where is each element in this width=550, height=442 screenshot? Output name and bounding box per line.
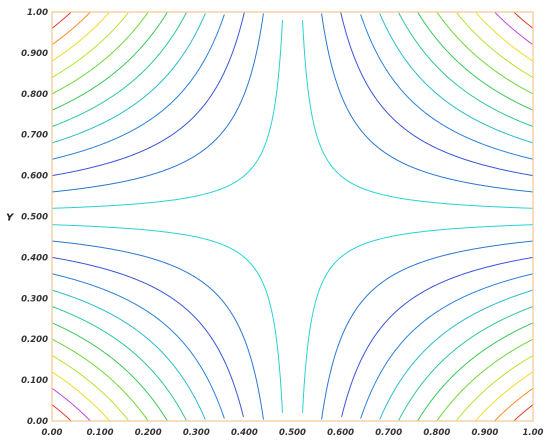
x-tick-label: 0.900 — [471, 428, 498, 438]
x-tick-label: 0.500 — [279, 428, 306, 438]
contour-line-20-branch-0 — [51, 355, 129, 421]
contour-line-14-branch-1 — [340, 11, 534, 177]
x-tick-label: 0.400 — [231, 428, 258, 438]
y-tick-label: 0.500 — [21, 213, 48, 223]
contour-line-18-branch-0 — [51, 322, 168, 421]
contour-line-17-branch-0 — [51, 306, 187, 421]
contour-line-16-branch-0 — [51, 289, 206, 420]
contour-line-14-branch-0 — [51, 256, 244, 417]
contour-line-8-branch-0 — [51, 14, 225, 160]
contour-line-1-branch-1 — [494, 387, 534, 421]
contour-line-13-branch-1 — [321, 13, 534, 193]
contour-line-17-branch-1 — [398, 12, 534, 127]
contour-line-9-branch-0 — [51, 11, 245, 177]
contour-line-4-branch-0 — [51, 11, 149, 95]
contour-line-21-branch-0 — [51, 371, 110, 421]
contour-line-8-branch-1 — [360, 273, 534, 419]
contour-line-21-branch-1 — [475, 12, 534, 62]
contour-line-15-branch-1 — [360, 14, 534, 160]
contour-line-18-branch-1 — [417, 12, 534, 111]
y-axis-tick-labels: 0.00 0.100 0.200 0.300 0.400 0.500 0.600 0.700 0… — [21, 8, 48, 427]
contour-line-6-branch-1 — [398, 306, 534, 421]
y-axis-title: Y — [6, 213, 15, 224]
contour-lines — [51, 11, 534, 422]
contour-line-3-branch-1 — [456, 355, 534, 421]
contour-line-5-branch-0 — [51, 12, 168, 111]
contour-line-2-branch-0 — [51, 12, 110, 62]
contour-line-9-branch-1 — [341, 256, 534, 417]
y-tick-label: 0.600 — [21, 172, 48, 182]
contour-line-22-branch-0 — [51, 387, 91, 421]
contour-line-15-branch-0 — [51, 273, 225, 419]
contour-line-23-branch-1 — [513, 11, 534, 29]
y-tick-label: 0.100 — [21, 376, 48, 386]
contour-line-20-branch-1 — [456, 12, 534, 78]
contour-line-19-branch-1 — [436, 11, 534, 95]
contour-line-22-branch-1 — [494, 12, 534, 46]
x-tick-label: 1.00 — [523, 428, 544, 438]
y-tick-label: 0.800 — [21, 90, 48, 100]
contour-line-12-branch-1 — [302, 20, 534, 209]
contour-line-5-branch-1 — [417, 322, 534, 421]
x-tick-label: 0.00 — [42, 428, 63, 438]
y-tick-label: 0.200 — [21, 335, 48, 345]
contour-line-3-branch-0 — [51, 12, 129, 78]
y-tick-label: 0.00 — [27, 417, 48, 427]
contour-line-12-branch-0 — [51, 224, 283, 413]
contour-line-7-branch-0 — [51, 13, 206, 144]
x-tick-label: 0.600 — [327, 428, 354, 438]
y-tick-label: 0.400 — [21, 253, 48, 263]
contour-line-0-branch-0 — [51, 11, 72, 29]
contour-line-16-branch-1 — [379, 13, 534, 144]
y-tick-label: 0.700 — [21, 131, 48, 141]
plot-frame — [51, 11, 534, 422]
x-axis-tick-labels: 0.00 0.100 0.200 0.300 0.400 0.500 0.600 0.700 0… — [42, 428, 544, 438]
contour-line-2-branch-1 — [475, 371, 534, 421]
contour-line-11-branch-0 — [51, 20, 283, 209]
y-tick-label: 0.900 — [21, 49, 48, 59]
contour-line-0-branch-1 — [513, 404, 534, 422]
x-tick-label: 0.300 — [183, 428, 210, 438]
contour-line-10-branch-0 — [51, 13, 264, 193]
contour-line-1-branch-0 — [51, 12, 91, 46]
x-tick-label: 0.100 — [87, 428, 114, 438]
contour-line-7-branch-1 — [379, 289, 534, 420]
x-tick-label: 0.200 — [135, 428, 162, 438]
y-tick-label: 1.00 — [27, 8, 48, 18]
x-tick-label: 0.700 — [375, 428, 402, 438]
contour-line-4-branch-1 — [436, 338, 534, 422]
y-tick-label: 0.300 — [21, 294, 48, 304]
contour-line-19-branch-0 — [51, 338, 149, 422]
contour-line-23-branch-0 — [51, 404, 72, 422]
contour-line-6-branch-0 — [51, 12, 187, 127]
contour-line-10-branch-1 — [321, 240, 534, 420]
x-tick-label: 0.800 — [423, 428, 450, 438]
contour-line-13-branch-0 — [51, 240, 264, 420]
contour-line-11-branch-1 — [302, 224, 534, 413]
